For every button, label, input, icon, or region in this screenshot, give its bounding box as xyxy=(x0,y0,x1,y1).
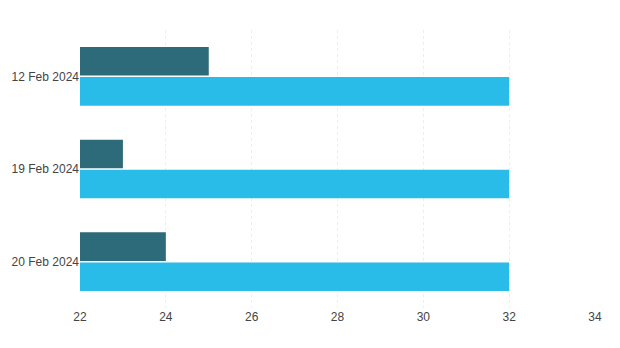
svg-text:24: 24 xyxy=(159,310,173,324)
svg-text:26: 26 xyxy=(245,310,259,324)
svg-text:32: 32 xyxy=(502,310,516,324)
svg-text:22: 22 xyxy=(73,310,87,324)
svg-text:20 Feb 2024: 20 Feb 2024 xyxy=(12,255,80,269)
svg-text:19 Feb 2024: 19 Feb 2024 xyxy=(12,162,80,176)
svg-text:30: 30 xyxy=(417,310,431,324)
svg-text:28: 28 xyxy=(331,310,345,324)
svg-text:34: 34 xyxy=(588,310,602,324)
svg-text:12 Feb 2024: 12 Feb 2024 xyxy=(12,70,80,84)
